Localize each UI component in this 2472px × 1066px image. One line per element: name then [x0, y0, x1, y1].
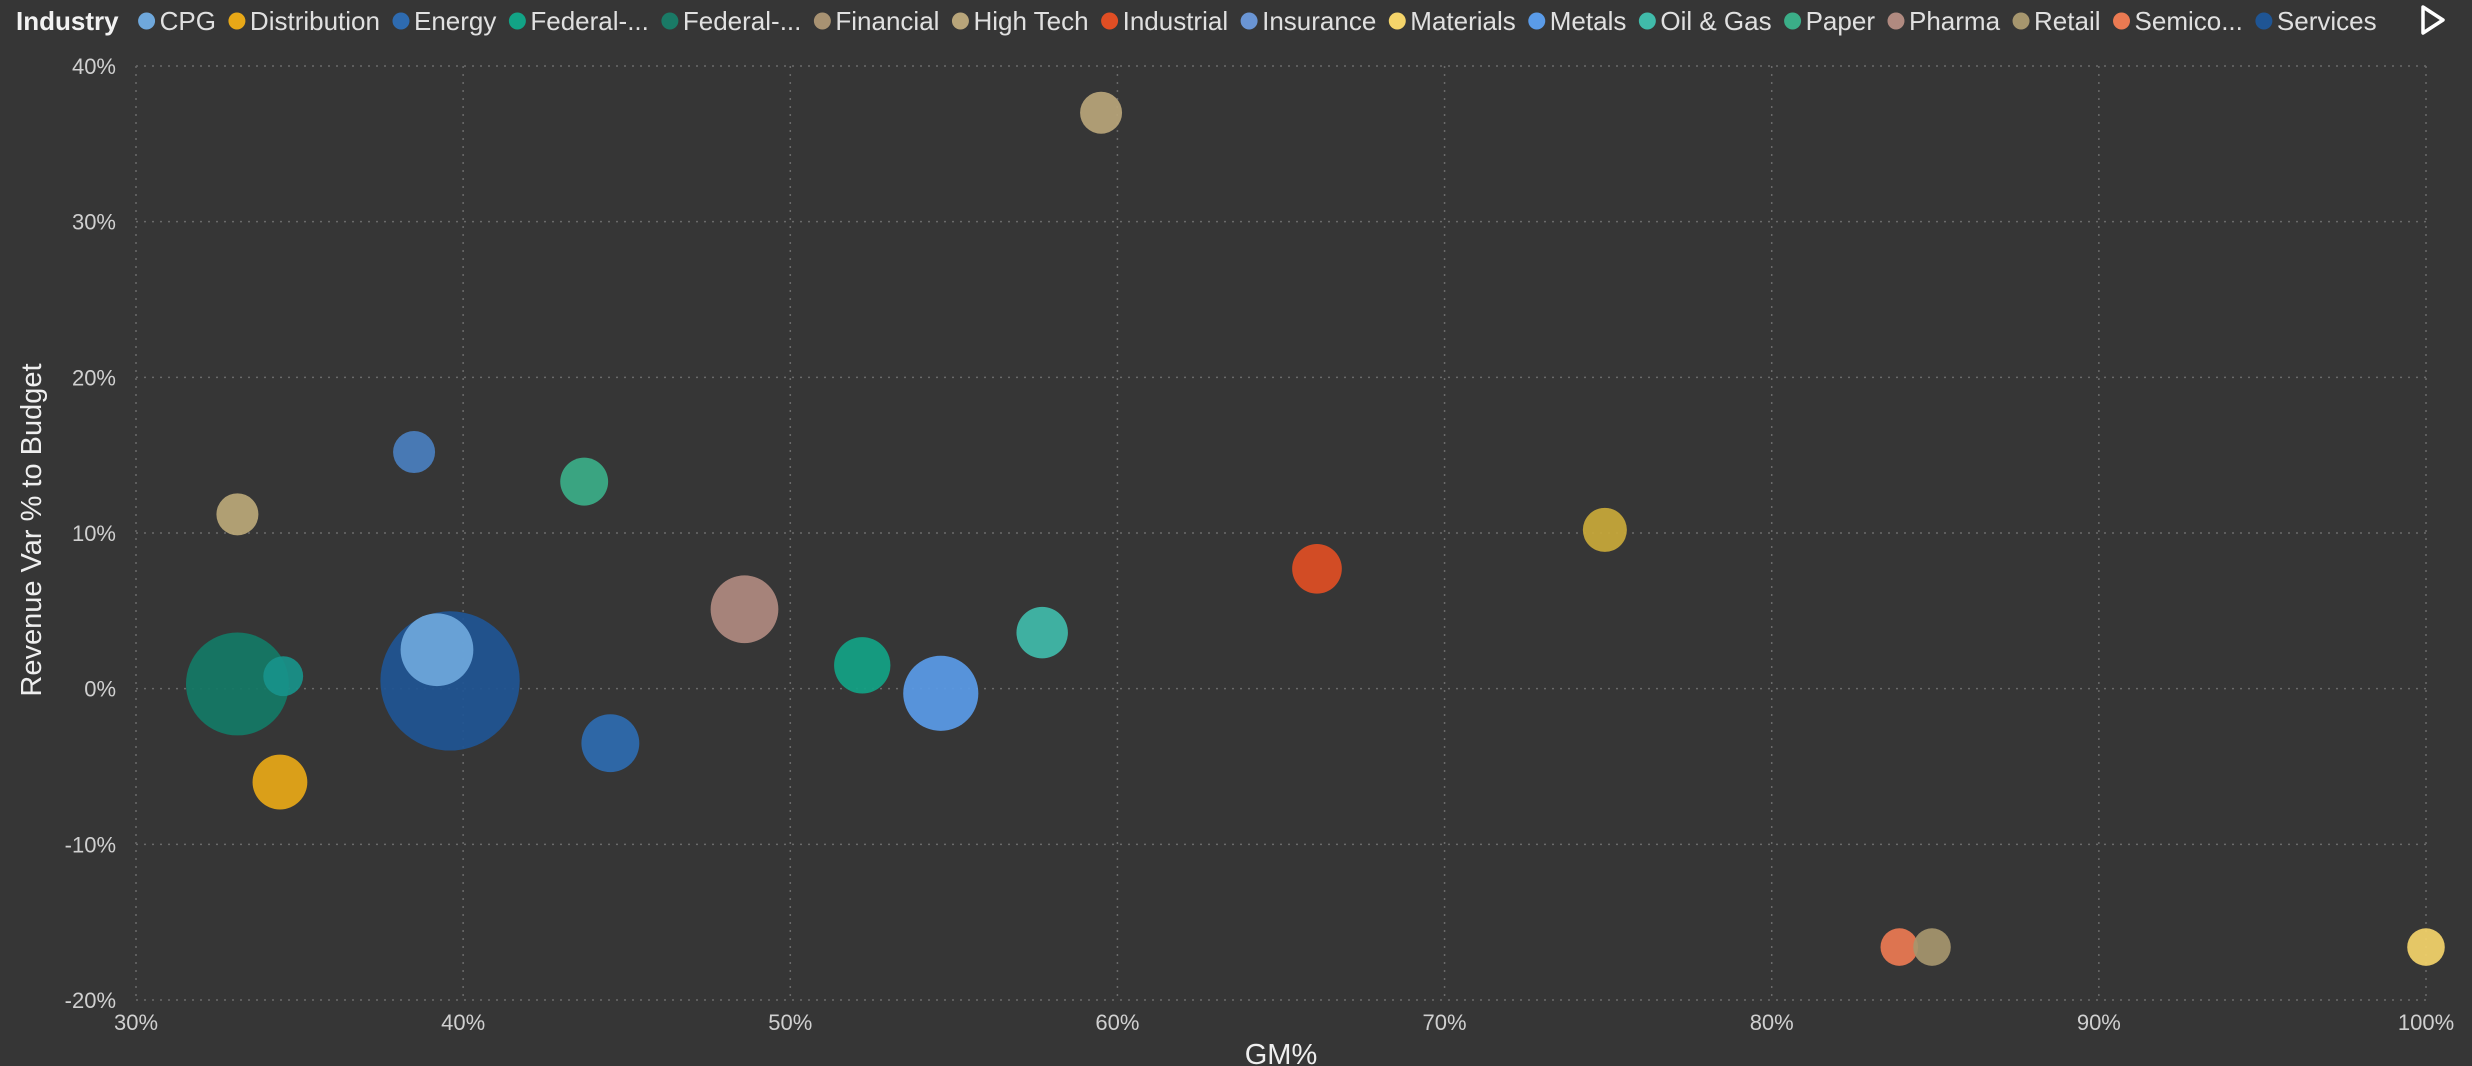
- legend-marker: [1101, 12, 1119, 30]
- legend-item[interactable]: High Tech: [951, 6, 1089, 36]
- bubble-point[interactable]: [1582, 507, 1627, 552]
- y-tick-label: 20%: [72, 365, 116, 390]
- bubble-point[interactable]: [1913, 928, 1951, 966]
- bubble-point[interactable]: [1016, 606, 1068, 659]
- x-tick-label: 100%: [2398, 1010, 2454, 1035]
- legend-label: Metals: [1550, 6, 1627, 36]
- legend-marker: [2012, 12, 2030, 30]
- legend-marker: [661, 12, 679, 30]
- bubble-point[interactable]: [393, 431, 436, 474]
- legend-label: Financial: [835, 6, 939, 36]
- legend-title: Industry: [16, 6, 119, 36]
- legend-label: Materials: [1410, 6, 1515, 36]
- y-tick-label: 10%: [72, 521, 116, 546]
- legend-label: Federal-...: [683, 6, 802, 36]
- legend-marker: [1887, 12, 1905, 30]
- bubble-point[interactable]: [1292, 543, 1342, 594]
- legend-item[interactable]: Services: [2255, 6, 2377, 36]
- legend-label: Semico...: [2135, 6, 2243, 36]
- x-tick-label: 60%: [1095, 1010, 1139, 1035]
- legend-item[interactable]: Insurance: [1240, 6, 1377, 36]
- legend-label: Energy: [414, 6, 496, 36]
- x-tick-label: 30%: [114, 1010, 158, 1035]
- legend-marker: [951, 12, 969, 30]
- legend-item[interactable]: Retail: [2012, 6, 2101, 36]
- bubble-point[interactable]: [2407, 928, 2445, 966]
- play-triangle-icon: [2421, 5, 2445, 35]
- legend-marker: [1240, 12, 1258, 30]
- legend-item[interactable]: Semico...: [2113, 6, 2243, 36]
- grid-layer: [135, 65, 2427, 1001]
- legend-marker: [1388, 12, 1406, 30]
- legend-item[interactable]: Metals: [1528, 6, 1626, 36]
- legend-label: Retail: [2034, 6, 2100, 36]
- legend-item[interactable]: Oil & Gas: [1638, 6, 1772, 36]
- legend-item[interactable]: Energy: [392, 6, 496, 36]
- legend-marker: [138, 12, 156, 30]
- bubble-point[interactable]: [834, 637, 891, 694]
- legend-label: Oil & Gas: [1660, 6, 1771, 36]
- legend-marker: [392, 12, 410, 30]
- legend-label: Distribution: [250, 6, 380, 36]
- y-tick-label: 40%: [72, 54, 116, 79]
- legend: Industry CPG Distribution Energy Federal-...…: [16, 6, 2377, 36]
- legend-marker: [1528, 12, 1546, 30]
- x-tick-label: 40%: [441, 1010, 485, 1035]
- bubble-layer: [185, 91, 2445, 966]
- bubble-point[interactable]: [1880, 928, 1919, 966]
- bubble-point[interactable]: [263, 656, 304, 697]
- bubble-point[interactable]: [560, 457, 609, 506]
- legend-item[interactable]: CPG: [138, 6, 216, 36]
- bubble-point[interactable]: [710, 575, 779, 644]
- y-tick-label: -20%: [65, 988, 116, 1013]
- y-tick-label: -10%: [65, 832, 116, 857]
- legend-marker: [813, 12, 831, 30]
- legend-label: Pharma: [1909, 6, 2001, 36]
- legend-label: Insurance: [1262, 6, 1376, 36]
- legend-label: Industrial: [1123, 6, 1229, 36]
- y-tick-label: 0%: [84, 677, 116, 702]
- legend-item[interactable]: Federal-...: [508, 6, 649, 36]
- bubble-point[interactable]: [1080, 91, 1123, 134]
- legend-next-button[interactable]: [2421, 5, 2445, 35]
- x-tick-label: 90%: [2077, 1010, 2121, 1035]
- x-tick-label: 80%: [1750, 1010, 1794, 1035]
- legend-label: Paper: [1806, 6, 1876, 36]
- legend-item[interactable]: Financial: [813, 6, 940, 36]
- x-tick-label: 70%: [1423, 1010, 1467, 1035]
- y-axis-title: Revenue Var % to Budget: [16, 363, 48, 696]
- legend-item[interactable]: Distribution: [228, 6, 380, 36]
- x-axis-title: GM%: [1245, 1039, 1318, 1066]
- legend-item[interactable]: Federal-...: [661, 6, 801, 36]
- legend-marker: [228, 12, 246, 30]
- bubble-point[interactable]: [581, 714, 640, 773]
- legend-marker: [1784, 12, 1802, 30]
- legend-label: High Tech: [973, 6, 1088, 36]
- legend-item[interactable]: Materials: [1388, 6, 1516, 36]
- y-tick-label: 30%: [72, 210, 116, 235]
- x-tick-label: 50%: [768, 1010, 812, 1035]
- bubble-point[interactable]: [903, 655, 979, 731]
- bubble-point[interactable]: [252, 754, 308, 810]
- legend-label: Services: [2277, 6, 2377, 36]
- legend-marker: [2113, 12, 2131, 30]
- legend-item[interactable]: Industrial: [1101, 6, 1228, 36]
- legend-marker: [508, 12, 526, 30]
- bubble-point[interactable]: [216, 493, 259, 536]
- legend-item[interactable]: Paper: [1784, 6, 1875, 36]
- legend-label: Federal-...: [530, 6, 649, 36]
- bubble-point[interactable]: [185, 632, 289, 736]
- legend-marker: [1638, 12, 1656, 30]
- tick-labels: 40%30%20%10%0%-10%-20%30% 40% 50% 60% 70% 80%…: [65, 54, 2455, 1035]
- legend-item[interactable]: Pharma: [1887, 6, 2001, 36]
- legend-marker: [2255, 12, 2273, 30]
- bubble-point[interactable]: [400, 613, 474, 687]
- legend-label: CPG: [160, 6, 216, 36]
